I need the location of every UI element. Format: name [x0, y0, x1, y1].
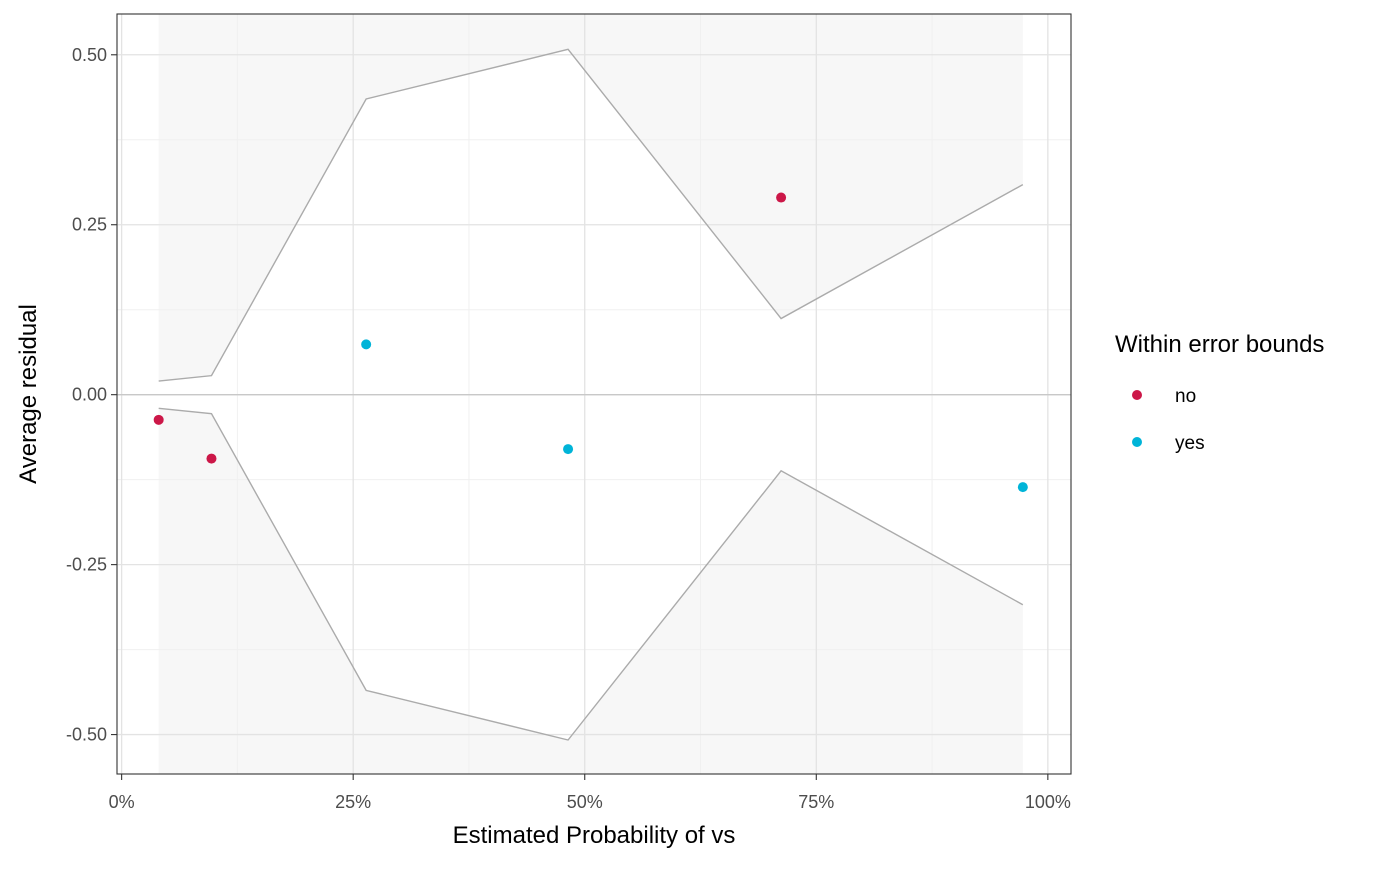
y-tick-label: -0.25 — [66, 555, 107, 575]
legend-title: Within error bounds — [1115, 331, 1324, 358]
data-point-yes — [1017, 482, 1028, 493]
y-tick-label: 0.50 — [72, 45, 107, 65]
y-tick-label: 0.00 — [72, 385, 107, 405]
data-point-no — [153, 414, 164, 425]
lower-bound-line — [158, 407, 1024, 741]
legend-label-no: no — [1175, 386, 1196, 407]
x-tick-label: 25% — [335, 792, 371, 812]
axis-tick-layer: 0% 25% 50% 75% 100% -0.50 -0.25 0.00 0.25 0.50 — [66, 45, 1071, 812]
x-tick-label: 50% — [567, 792, 603, 812]
upper-bound-line — [158, 48, 1024, 382]
data-point-no — [206, 453, 217, 464]
upper-shade-area — [158, 14, 1023, 382]
data-point-layer — [153, 192, 1028, 493]
legend-label-yes: yes — [1175, 433, 1205, 454]
y-axis-title: Average residual — [15, 304, 42, 484]
x-tick-label: 0% — [109, 792, 135, 812]
data-point-yes — [563, 444, 574, 455]
x-tick-label: 75% — [798, 792, 834, 812]
legend: Within error bounds no yes — [1115, 331, 1324, 454]
data-point-no — [776, 192, 787, 203]
bounds-line-layer — [117, 48, 1071, 741]
legend-key-yes — [1132, 437, 1142, 447]
x-axis-title: Estimated Probability of vs — [453, 822, 736, 849]
y-tick-label: 0.25 — [72, 215, 107, 235]
legend-key-no — [1132, 390, 1142, 400]
x-tick-label: 100% — [1025, 792, 1071, 812]
panel-border — [116, 13, 1072, 775]
data-point-yes — [361, 339, 372, 350]
lower-shade-area — [158, 408, 1023, 774]
y-tick-label: -0.50 — [66, 725, 107, 745]
bounds-shade-layer — [158, 14, 1023, 774]
